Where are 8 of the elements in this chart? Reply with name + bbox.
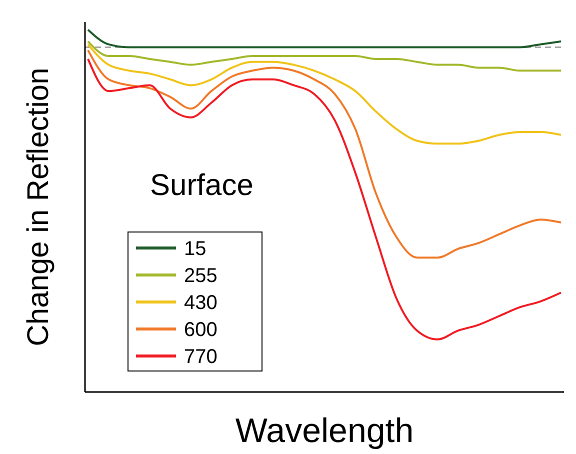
legend-label: 600 — [184, 319, 218, 341]
legend-label: 430 — [184, 292, 218, 314]
y-axis-title: Change in Reflection — [22, 68, 55, 346]
legend-label: 15 — [184, 238, 206, 260]
legend-label: 255 — [184, 265, 218, 287]
annotation: Surface — [150, 169, 254, 202]
x-axis-title: Wavelength — [235, 412, 414, 450]
legend-label: 770 — [184, 346, 218, 368]
